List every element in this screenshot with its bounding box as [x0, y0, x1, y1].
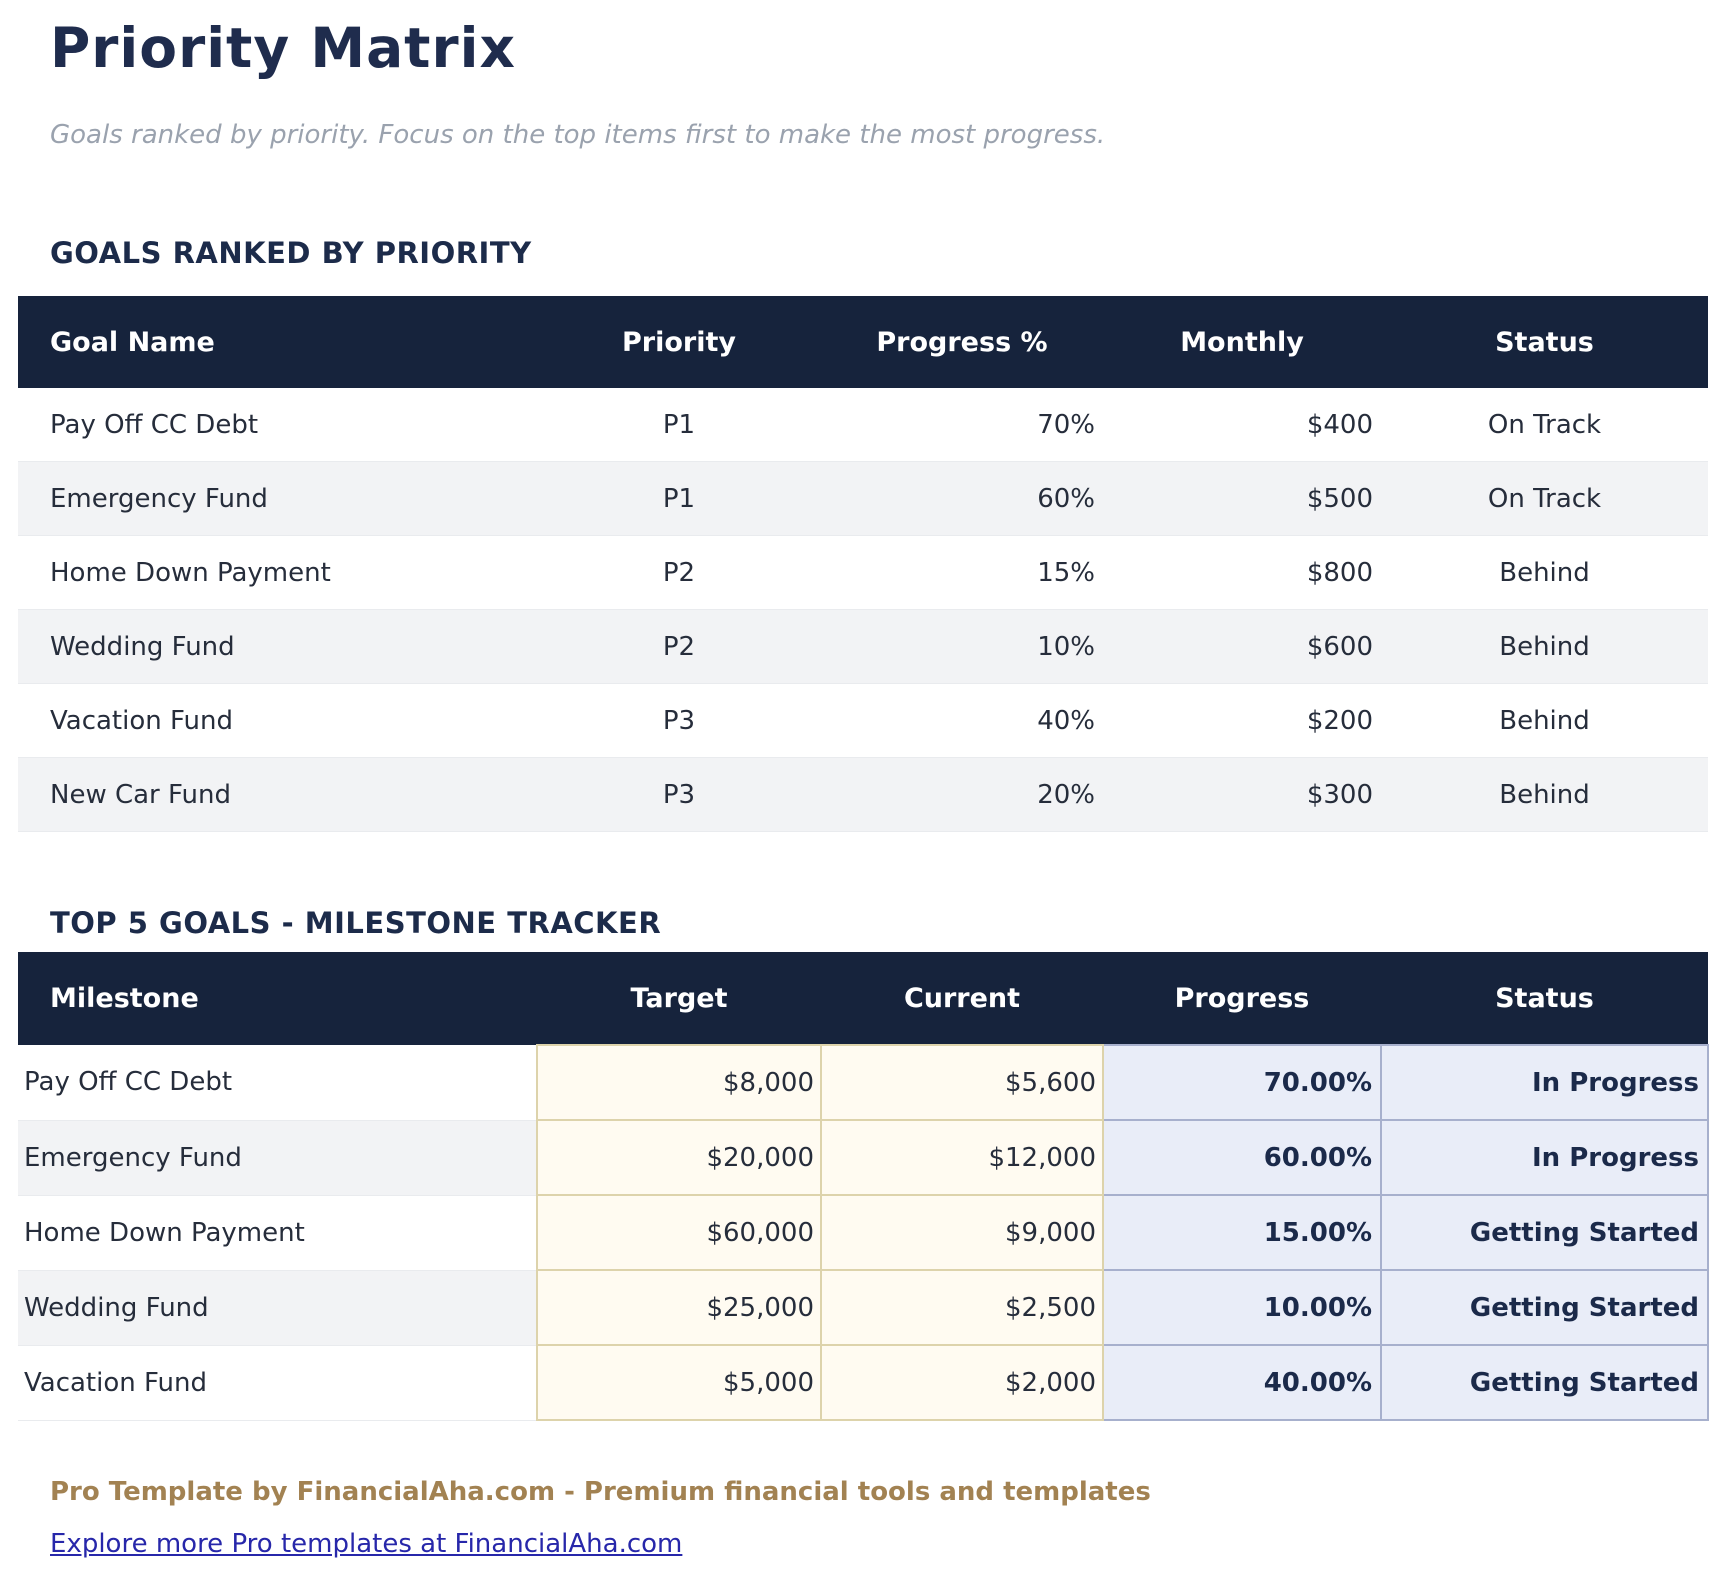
table-row: Emergency Fund P1 60% $500 On Track: [18, 461, 1708, 536]
status-cell: Getting Started: [1380, 1344, 1709, 1421]
monthly-cell: $300: [1306, 779, 1373, 810]
table-row: Wedding Fund $25,000 $2,500 10.00% Getti…: [18, 1269, 1709, 1346]
table-row: Pay Off CC Debt $8,000 $5,600 70.00% In …: [18, 1044, 1709, 1121]
progress-cell: 60%: [1037, 483, 1095, 514]
milestone-cell: Home Down Payment: [24, 1217, 305, 1248]
milestone-header-current: Current: [821, 952, 1103, 1045]
monthly-cell: $500: [1306, 483, 1373, 514]
current-cell: $5,600: [820, 1044, 1104, 1121]
table-row: Home Down Payment P2 15% $800 Behind: [18, 536, 1708, 610]
goals-header-goal-name: Goal Name: [18, 296, 537, 388]
milestone-header-status: Status: [1381, 952, 1708, 1045]
table-row: Emergency Fund $20,000 $12,000 60.00% In…: [18, 1119, 1709, 1196]
status-cell: Behind: [1499, 705, 1590, 736]
goal-name-cell: Wedding Fund: [50, 631, 235, 662]
priority-cell: P1: [662, 483, 696, 514]
priority-cell: P1: [662, 409, 696, 440]
monthly-cell: $600: [1306, 631, 1373, 662]
goals-header-row: Goal Name Priority Progress % Monthly St…: [18, 296, 1708, 388]
table-row: Wedding Fund P2 10% $600 Behind: [18, 609, 1708, 684]
progress-cell: 20%: [1037, 779, 1095, 810]
milestone-cell: Wedding Fund: [24, 1292, 209, 1323]
current-cell: $12,000: [820, 1119, 1104, 1196]
priority-cell: P3: [662, 705, 696, 736]
progress-cell: 40.00%: [1102, 1344, 1382, 1421]
progress-cell: 10%: [1037, 631, 1095, 662]
status-cell: In Progress: [1380, 1044, 1709, 1121]
milestone-cell: Vacation Fund: [24, 1367, 207, 1398]
current-cell: $2,000: [820, 1344, 1104, 1421]
table-row: Vacation Fund P3 40% $200 Behind: [18, 684, 1708, 758]
current-cell: $2,500: [820, 1269, 1104, 1346]
goals-header-status: Status: [1381, 296, 1708, 388]
milestone-header-milestone: Milestone: [18, 952, 537, 1045]
status-cell: Behind: [1499, 779, 1590, 810]
current-cell: $9,000: [820, 1194, 1104, 1271]
milestone-header-progress: Progress: [1103, 952, 1381, 1045]
milestone-section-heading: TOP 5 GOALS - MILESTONE TRACKER: [50, 906, 662, 940]
goals-table: Goal Name Priority Progress % Monthly St…: [18, 296, 1708, 832]
target-cell: $25,000: [536, 1269, 822, 1346]
status-cell: Getting Started: [1380, 1269, 1709, 1346]
monthly-cell: $800: [1306, 557, 1373, 588]
milestone-table: Milestone Target Current Progress Status…: [18, 952, 1709, 1421]
page-title: Priority Matrix: [50, 16, 516, 80]
goals-header-monthly: Monthly: [1103, 296, 1381, 388]
goals-section-heading: GOALS RANKED BY PRIORITY: [50, 236, 532, 270]
progress-cell: 70%: [1037, 409, 1095, 440]
monthly-cell: $400: [1306, 409, 1373, 440]
goal-name-cell: New Car Fund: [50, 779, 232, 810]
promo-text: Pro Template by FinancialAha.com - Premi…: [50, 1477, 1151, 1507]
table-row: New Car Fund P3 20% $300 Behind: [18, 757, 1708, 832]
goal-name-cell: Vacation Fund: [50, 705, 233, 736]
goal-name-cell: Home Down Payment: [50, 557, 331, 588]
priority-cell: P2: [662, 631, 696, 662]
milestone-header-target: Target: [537, 952, 821, 1045]
status-cell: In Progress: [1380, 1119, 1709, 1196]
page-subtitle: Goals ranked by priority. Focus on the t…: [50, 120, 1106, 150]
progress-cell: 15.00%: [1102, 1194, 1382, 1271]
priority-cell: P3: [662, 779, 696, 810]
table-row: Vacation Fund $5,000 $2,000 40.00% Getti…: [18, 1344, 1709, 1421]
progress-cell: 40%: [1037, 705, 1095, 736]
table-row: Pay Off CC Debt P1 70% $400 On Track: [18, 388, 1708, 462]
status-cell: Behind: [1499, 557, 1590, 588]
progress-cell: 70.00%: [1102, 1044, 1382, 1121]
progress-cell: 60.00%: [1102, 1119, 1382, 1196]
table-row: Home Down Payment $60,000 $9,000 15.00% …: [18, 1194, 1709, 1271]
priority-cell: P2: [662, 557, 696, 588]
explore-templates-link[interactable]: Explore more Pro templates at FinancialA…: [50, 1529, 683, 1559]
goals-header-priority: Priority: [537, 296, 821, 388]
target-cell: $8,000: [536, 1044, 822, 1121]
progress-cell: 10.00%: [1102, 1269, 1382, 1346]
milestone-header-row: Milestone Target Current Progress Status: [18, 952, 1708, 1045]
status-cell: Getting Started: [1380, 1194, 1709, 1271]
goal-name-cell: Pay Off CC Debt: [50, 409, 259, 440]
goal-name-cell: Emergency Fund: [50, 483, 268, 514]
milestone-cell: Emergency Fund: [24, 1142, 242, 1173]
target-cell: $20,000: [536, 1119, 822, 1196]
target-cell: $5,000: [536, 1344, 822, 1421]
target-cell: $60,000: [536, 1194, 822, 1271]
goals-header-progress: Progress %: [821, 296, 1103, 388]
milestone-cell: Pay Off CC Debt: [24, 1067, 233, 1098]
progress-cell: 15%: [1037, 557, 1095, 588]
status-cell: On Track: [1487, 409, 1602, 440]
status-cell: Behind: [1499, 631, 1590, 662]
monthly-cell: $200: [1306, 705, 1373, 736]
status-cell: On Track: [1487, 483, 1602, 514]
